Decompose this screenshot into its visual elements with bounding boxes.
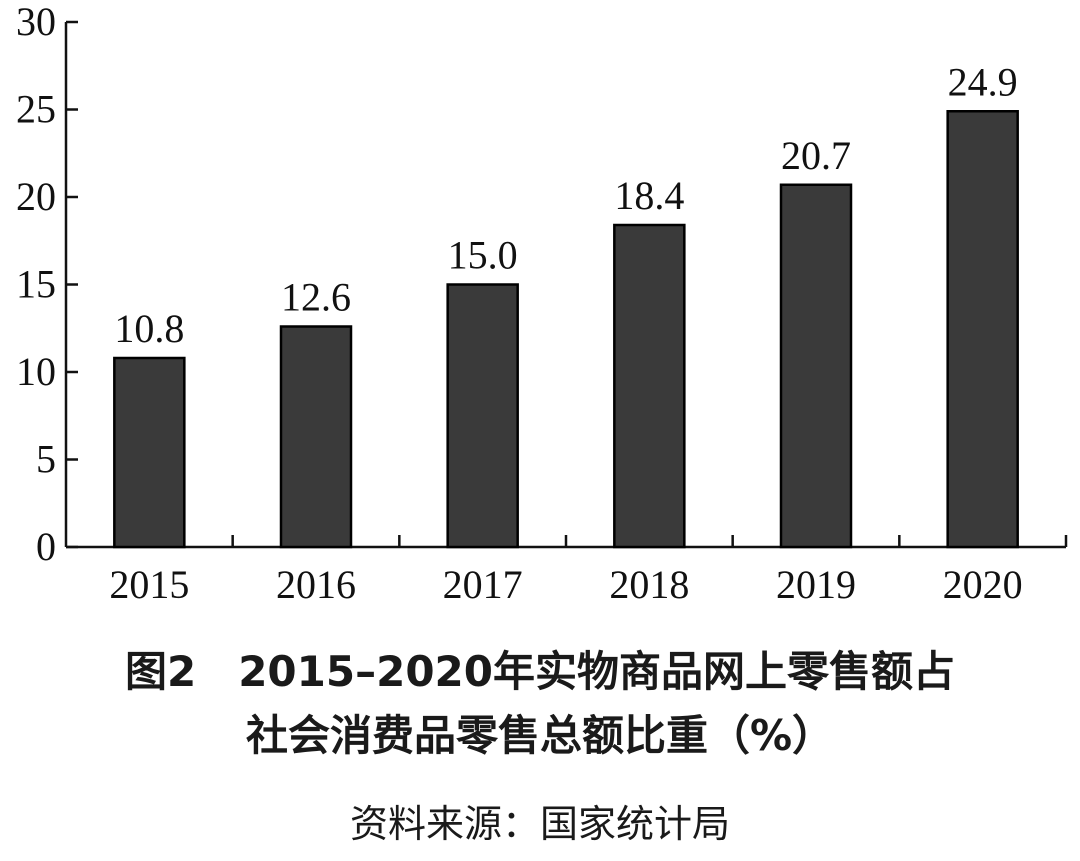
- y-axis: 0 5 10 15 20 25 30: [16, 0, 78, 569]
- caption-title-line-2: 社会消费品零售总额比重（%）: [245, 711, 835, 760]
- x-tick-label-2019: 2019: [776, 562, 856, 607]
- y-tick-label: 20: [16, 174, 56, 219]
- bar-2019: [779, 183, 853, 549]
- bar-2015: [113, 356, 186, 549]
- value-label-2016: 12.6: [281, 275, 351, 320]
- y-tick-label: 5: [36, 437, 56, 482]
- bar-2017: [446, 283, 519, 549]
- x-tick-label-2016: 2016: [276, 562, 356, 607]
- caption-title-line-1: 图2 2015–2020年实物商品网上零售额占: [124, 647, 955, 696]
- chart-area: 0 5 10 15 20 25 30 2015 2016 2017 2018 2019 2020 10…: [16, 0, 1068, 607]
- value-label-2019: 20.7: [781, 133, 851, 178]
- x-tick-label-2015: 2015: [109, 562, 189, 607]
- value-labels: 10.8 12.6 15.0 18.4 20.7 24.9: [114, 59, 1017, 351]
- bar-2018: [613, 223, 686, 549]
- bars: [113, 110, 1019, 549]
- value-label-2018: 18.4: [614, 173, 684, 218]
- y-tick-label: 25: [16, 87, 56, 132]
- y-tick-label: 10: [16, 349, 56, 394]
- y-tick-label: 30: [16, 0, 56, 44]
- value-label-2017: 15.0: [448, 233, 518, 278]
- value-label-2015: 10.8: [114, 306, 184, 351]
- bar-chart: 0 5 10 15 20 25 30 2015 2016 2017 2018 2019 2020 10…: [16, 0, 1068, 607]
- bar-2016: [279, 325, 353, 549]
- x-tick-label-2020: 2020: [943, 562, 1023, 607]
- value-label-2020: 24.9: [948, 59, 1018, 104]
- bar-2020: [946, 110, 1019, 549]
- data-source-note: 资料来源：国家统计局: [349, 802, 730, 846]
- x-tick-label-2017: 2017: [443, 562, 523, 607]
- figure-caption: 图2 2015–2020年实物商品网上零售额占 社会消费品零售总额比重（%）: [0, 640, 1080, 768]
- x-axis: 2015 2016 2017 2018 2019 2020: [66, 535, 1068, 607]
- y-tick-label: 15: [16, 262, 56, 307]
- x-tick-label-2018: 2018: [609, 562, 689, 607]
- y-tick-label: 0: [36, 524, 56, 569]
